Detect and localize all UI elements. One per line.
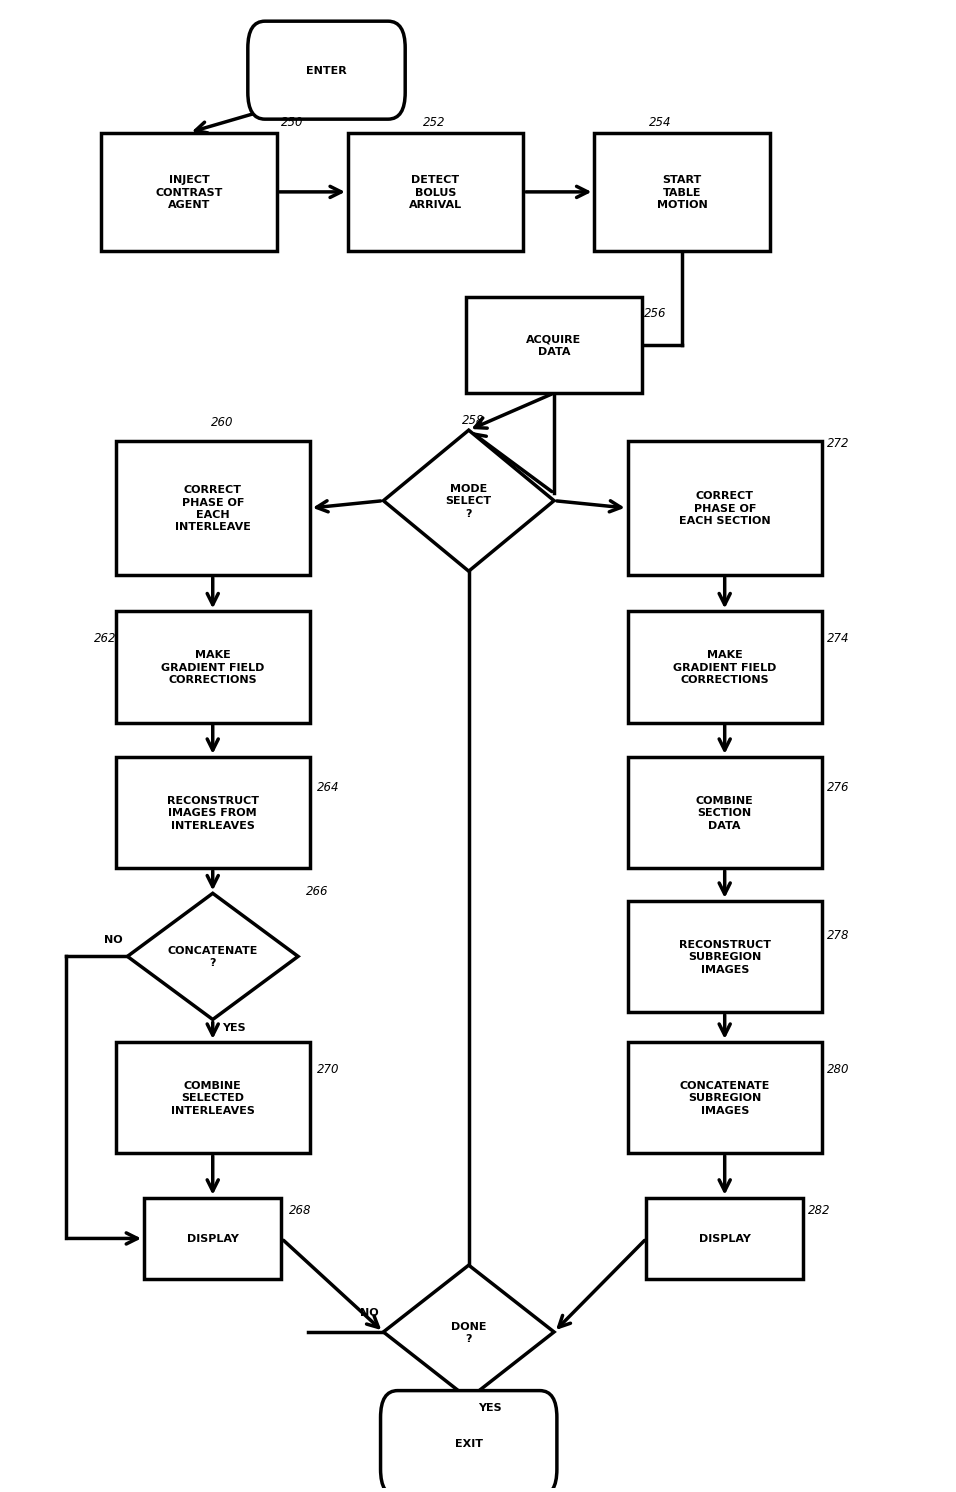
Text: NO: NO — [104, 935, 122, 944]
Text: COMBINE
SELECTED
INTERLEAVES: COMBINE SELECTED INTERLEAVES — [171, 1080, 254, 1115]
Text: INJECT
CONTRAST
AGENT: INJECT CONTRAST AGENT — [155, 175, 223, 210]
Text: DISPLAY: DISPLAY — [699, 1234, 750, 1243]
FancyBboxPatch shape — [646, 1198, 803, 1279]
Text: CONCATENATE
SUBREGION
IMAGES: CONCATENATE SUBREGION IMAGES — [679, 1080, 770, 1115]
Text: EXIT: EXIT — [454, 1438, 483, 1449]
Polygon shape — [383, 431, 554, 571]
FancyBboxPatch shape — [116, 1041, 310, 1153]
FancyBboxPatch shape — [594, 133, 770, 252]
Text: 256: 256 — [643, 307, 666, 321]
Text: 268: 268 — [289, 1204, 311, 1216]
Text: ENTER: ENTER — [306, 66, 347, 76]
Text: DONE
?: DONE ? — [451, 1320, 487, 1343]
FancyBboxPatch shape — [627, 756, 821, 868]
Text: 254: 254 — [648, 116, 671, 128]
Text: START
TABLE
MOTION: START TABLE MOTION — [657, 175, 707, 210]
Text: CORRECT
PHASE OF
EACH
INTERLEAVE: CORRECT PHASE OF EACH INTERLEAVE — [175, 485, 250, 533]
Polygon shape — [127, 894, 298, 1019]
FancyBboxPatch shape — [467, 297, 641, 394]
Text: ACQUIRE
DATA: ACQUIRE DATA — [526, 334, 581, 357]
FancyBboxPatch shape — [380, 1391, 556, 1492]
Text: 264: 264 — [316, 780, 339, 794]
Text: 262: 262 — [95, 633, 117, 645]
Text: DISPLAY: DISPLAY — [186, 1234, 239, 1243]
Text: 272: 272 — [827, 436, 849, 449]
FancyBboxPatch shape — [116, 612, 310, 724]
FancyBboxPatch shape — [116, 442, 310, 576]
FancyBboxPatch shape — [348, 133, 523, 252]
Text: 270: 270 — [316, 1062, 339, 1076]
Text: 282: 282 — [808, 1204, 830, 1216]
Text: CONCATENATE
?: CONCATENATE ? — [167, 946, 258, 968]
FancyBboxPatch shape — [144, 1198, 281, 1279]
Text: 250: 250 — [281, 116, 303, 128]
Text: RECONSTRUCT
IMAGES FROM
INTERLEAVES: RECONSTRUCT IMAGES FROM INTERLEAVES — [166, 795, 259, 830]
Text: MAKE
GRADIENT FIELD
CORRECTIONS: MAKE GRADIENT FIELD CORRECTIONS — [673, 651, 776, 685]
Text: NO: NO — [359, 1307, 379, 1317]
FancyBboxPatch shape — [101, 133, 276, 252]
Text: 260: 260 — [210, 415, 233, 428]
Text: 258: 258 — [462, 413, 485, 427]
Text: 274: 274 — [827, 633, 849, 645]
FancyBboxPatch shape — [627, 442, 821, 576]
Text: 278: 278 — [827, 930, 849, 941]
Polygon shape — [383, 1265, 554, 1399]
Text: 276: 276 — [827, 780, 849, 794]
Text: RECONSTRUCT
SUBREGION
IMAGES: RECONSTRUCT SUBREGION IMAGES — [679, 940, 771, 974]
Text: 280: 280 — [827, 1062, 849, 1076]
Text: MAKE
GRADIENT FIELD
CORRECTIONS: MAKE GRADIENT FIELD CORRECTIONS — [161, 651, 264, 685]
Text: DETECT
BOLUS
ARRIVAL: DETECT BOLUS ARRIVAL — [409, 175, 462, 210]
Text: MODE
SELECT
?: MODE SELECT ? — [445, 483, 491, 519]
Text: 252: 252 — [424, 116, 445, 128]
FancyBboxPatch shape — [627, 612, 821, 724]
Text: YES: YES — [478, 1402, 502, 1411]
Text: CORRECT
PHASE OF
EACH SECTION: CORRECT PHASE OF EACH SECTION — [679, 491, 771, 527]
Text: 266: 266 — [306, 885, 328, 897]
FancyBboxPatch shape — [627, 901, 821, 1012]
FancyBboxPatch shape — [248, 22, 405, 119]
FancyBboxPatch shape — [116, 756, 310, 868]
Text: COMBINE
SECTION
DATA: COMBINE SECTION DATA — [696, 795, 753, 830]
Text: YES: YES — [222, 1022, 246, 1032]
FancyBboxPatch shape — [627, 1041, 821, 1153]
